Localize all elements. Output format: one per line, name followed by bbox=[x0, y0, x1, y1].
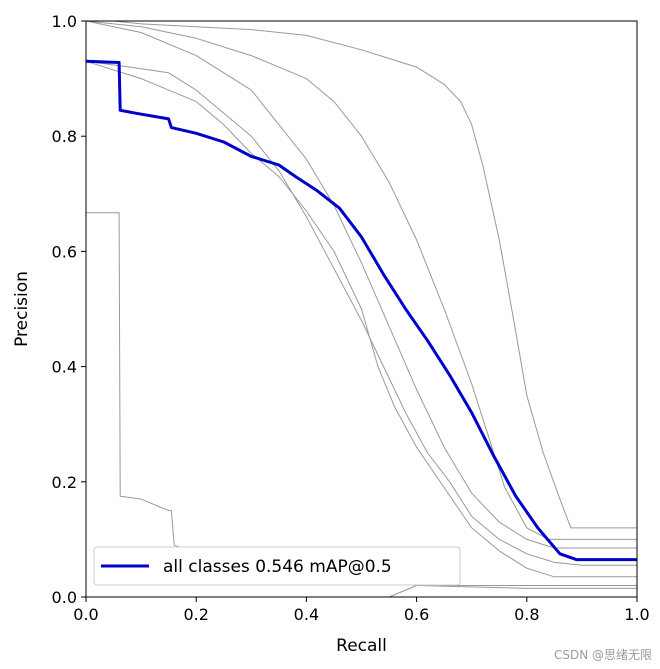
y-axis-label: Precision bbox=[12, 271, 32, 347]
ticks-layer: 0.0 0.2 0.4 0.6 0.8 1.0 0.0 0.2 0.4 0.6 0.8 1.0 bbox=[52, 12, 650, 624]
x-tick-label: 0.6 bbox=[404, 605, 429, 624]
legend: all classes 0.546 mAP@0.5 bbox=[93, 546, 461, 586]
class-curve-5 bbox=[85, 60, 637, 578]
y-tick-label: 0.4 bbox=[52, 358, 77, 377]
class-curve-3 bbox=[85, 20, 637, 549]
x-axis-label: Recall bbox=[336, 636, 387, 656]
plot-frame bbox=[85, 20, 638, 598]
y-tick-label: 0.2 bbox=[52, 473, 77, 492]
class-curve-4 bbox=[85, 60, 637, 566]
legend-label: all classes 0.546 mAP@0.5 bbox=[163, 557, 392, 577]
class-curve-1 bbox=[86, 20, 637, 529]
x-tick-label: 1.0 bbox=[624, 605, 649, 624]
series-all-classes-line bbox=[85, 59, 637, 562]
legend-box bbox=[93, 546, 461, 586]
x-tick-label: 0.8 bbox=[514, 605, 539, 624]
class-curve-7 bbox=[86, 585, 637, 598]
y-tick-label: 0.6 bbox=[52, 242, 77, 261]
y-tick-label: 1.0 bbox=[52, 12, 77, 31]
y-tick-label: 0.8 bbox=[52, 127, 77, 146]
x-tick-label: 0.2 bbox=[183, 605, 208, 624]
curves-layer bbox=[85, 20, 637, 598]
x-tick-label: 0.4 bbox=[294, 605, 319, 624]
class-curve-2 bbox=[85, 20, 637, 540]
class-curve-6 bbox=[86, 212, 637, 589]
x-tick-label: 0.0 bbox=[73, 605, 98, 624]
y-tick-label: 0.0 bbox=[52, 588, 77, 607]
watermark: CSDN @思绪无限 bbox=[553, 648, 652, 662]
